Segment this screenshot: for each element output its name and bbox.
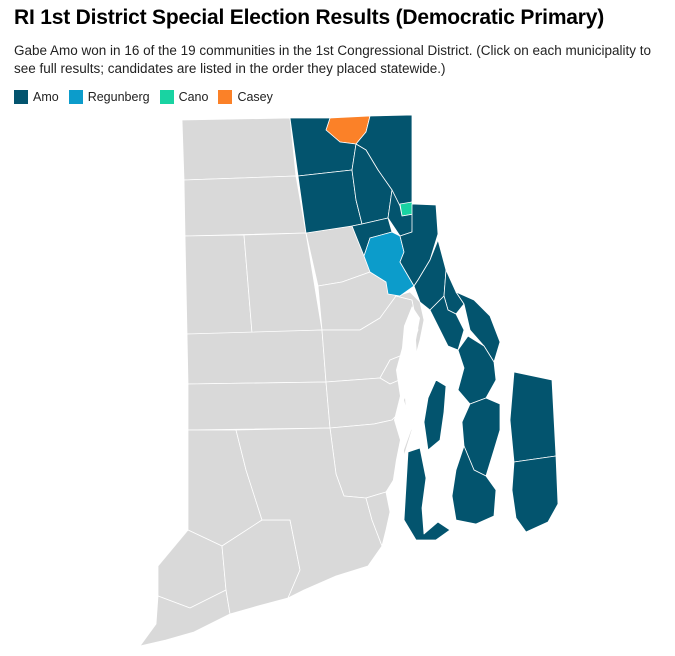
legend-swatch-amo (14, 90, 28, 104)
legend-label-amo: Amo (33, 90, 59, 104)
municipality-foster[interactable] (184, 234, 253, 335)
legend-label-regunberg: Regunberg (87, 90, 150, 104)
municipality-glocester[interactable] (183, 175, 307, 237)
municipality-jamestown[interactable] (423, 379, 447, 451)
municipality-portsmouth[interactable] (457, 335, 497, 405)
municipality-little-compton[interactable] (511, 455, 559, 533)
municipality-narragansett[interactable] (365, 491, 391, 547)
map-subtitle: Gabe Amo won in 16 of the 19 communities… (14, 43, 652, 76)
municipality-smithfield[interactable] (297, 169, 363, 234)
municipality-island-west[interactable] (403, 447, 451, 541)
municipality-west-greenwich[interactable] (186, 329, 327, 385)
legend-label-cano: Cano (178, 90, 209, 104)
municipality-bristol[interactable] (429, 295, 465, 351)
legend-swatch-cano (159, 90, 174, 104)
legend-item-cano[interactable]: Cano (159, 90, 209, 104)
legend-item-regunberg[interactable]: Regunberg (68, 90, 150, 104)
municipality-middletown[interactable] (461, 397, 501, 477)
municipality-burrillville[interactable] (181, 117, 297, 181)
legend-item-casey[interactable]: Casey (218, 90, 273, 104)
municipality-south-kingstown[interactable] (235, 427, 383, 599)
legend: Amo Regunberg Cano Casey (14, 90, 283, 104)
municipality-newport[interactable] (451, 445, 497, 525)
legend-item-amo[interactable]: Amo (14, 90, 59, 104)
municipality-exeter[interactable] (187, 381, 331, 431)
legend-swatch-regunberg (68, 90, 83, 104)
legend-label-casey: Casey (237, 90, 273, 104)
legend-swatch-casey (218, 90, 233, 104)
municipality-tiverton[interactable] (509, 371, 557, 463)
municipality-westerly[interactable] (139, 589, 231, 647)
map-title: RI 1st District Special Election Results… (14, 6, 605, 29)
bay-water (390, 306, 420, 526)
